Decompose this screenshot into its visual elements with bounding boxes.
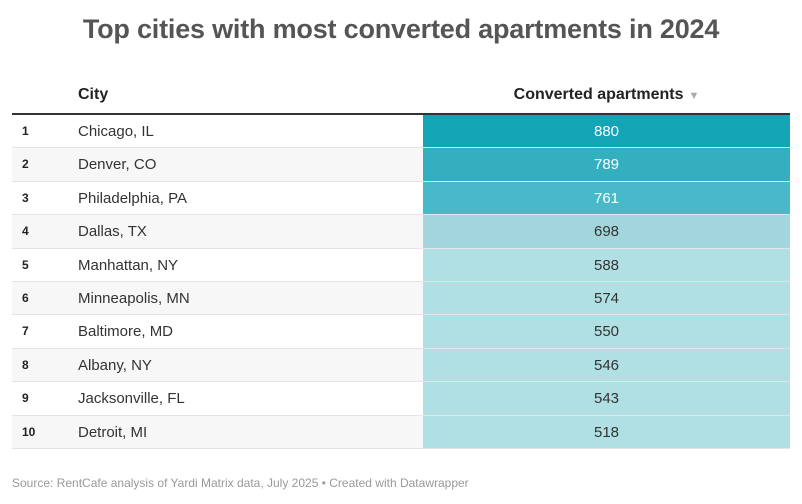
city-name: Philadelphia, PA: [78, 189, 187, 207]
sort-descending-icon[interactable]: ▼: [688, 90, 700, 102]
table-row: 1 Chicago, IL 880: [12, 115, 790, 149]
table-row: 4 Dallas, TX 698: [12, 215, 790, 249]
city-name: Denver, CO: [78, 156, 157, 174]
city-name: Jacksonville, FL: [78, 390, 185, 408]
converted-apartments-value: 789: [423, 148, 790, 181]
separator: •: [318, 476, 330, 490]
table-row: 10 Detroit, MI 518: [12, 415, 790, 449]
table-row: 6 Minneapolis, MN 574: [12, 281, 790, 316]
rank: 3: [22, 190, 29, 205]
city-name: Dallas, TX: [78, 223, 147, 241]
rank: 7: [22, 324, 29, 339]
converted-apartments-value: 574: [423, 281, 790, 315]
converted-apartments-value: 698: [423, 215, 790, 248]
table-row: 2 Denver, CO 789: [12, 148, 790, 182]
rank: 1: [22, 124, 29, 138]
table-row: 9 Jacksonville, FL 543: [12, 382, 790, 416]
city-name: Manhattan, NY: [78, 256, 179, 274]
page-title: Top cities with most converted apartment…: [82, 14, 720, 44]
footer: Source: RentCafe analysis of Yardi Matri…: [12, 476, 469, 490]
table-body: 1 Chicago, IL 880 2 Denver, CO 789 3 Philadelph…: [12, 115, 790, 449]
table-header: City Converted apartments ▼: [12, 78, 790, 115]
column-header-city[interactable]: City: [78, 86, 109, 103]
column-header-label: Converted apartments: [513, 86, 684, 103]
city-name: Minneapolis, MN: [78, 289, 190, 307]
datawrapper-credit-link[interactable]: Created with Datawrapper: [329, 476, 469, 490]
converted-apartments-value: 518: [423, 415, 790, 448]
city-name: Albany, NY: [78, 356, 152, 374]
rank: 6: [22, 290, 29, 305]
table-row: 7 Baltimore, MD 550: [12, 315, 790, 349]
converted-apartments-value: 546: [423, 348, 790, 382]
rank: 8: [22, 357, 29, 372]
converted-apartments-value: 761: [423, 181, 790, 215]
rank: 9: [22, 391, 29, 406]
city-name: Baltimore, MD: [78, 323, 174, 341]
rank: 2: [22, 157, 29, 172]
column-header-converted-apartments[interactable]: Converted apartments ▼: [423, 86, 790, 104]
table-row: 5 Manhattan, NY 588: [12, 248, 790, 282]
rank: 10: [22, 424, 36, 439]
source-note: Source: RentCafe analysis of Yardi Matri…: [12, 476, 319, 490]
table-row: 3 Philadelphia, PA 761: [12, 181, 790, 216]
city-name: Detroit, MI: [78, 423, 148, 441]
rank: 5: [22, 257, 29, 272]
rank: 4: [22, 224, 29, 239]
converted-apartments-value: 880: [423, 115, 790, 148]
converted-apartments-value: 543: [423, 382, 790, 415]
converted-apartments-value: 550: [423, 315, 790, 348]
table-row: 8 Albany, NY 546: [12, 348, 790, 383]
converted-apartments-value: 588: [423, 248, 790, 281]
city-name: Chicago, IL: [78, 123, 154, 140]
data-table: City Converted apartments ▼ 1 Chicago, IL 8…: [12, 78, 790, 449]
